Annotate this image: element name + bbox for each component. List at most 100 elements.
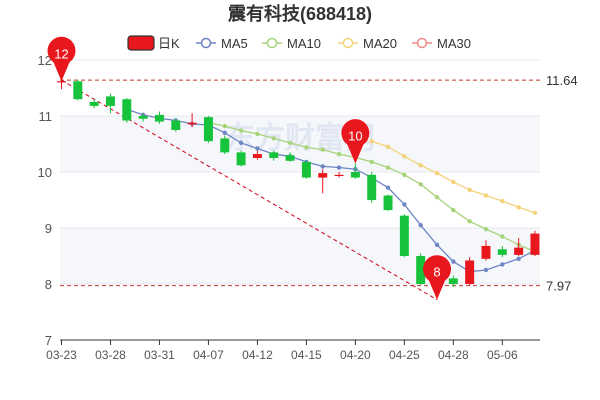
candle-body	[203, 117, 213, 142]
ma20-point	[402, 154, 407, 159]
ma20-point	[532, 210, 538, 216]
ma10-point	[402, 172, 407, 177]
x-tick-label-04-15: 04-15	[291, 348, 322, 362]
candle-body	[252, 154, 262, 158]
legend-ma30-swatch-dot	[416, 37, 428, 49]
ma10-point	[385, 165, 391, 170]
price-marker-8: 8	[423, 255, 452, 300]
ma20-point	[434, 170, 440, 176]
chart-header: 震有科技(688418)	[228, 3, 372, 24]
ma20-point	[369, 139, 374, 144]
plot-background	[60, 116, 540, 284]
candle-body	[514, 247, 524, 255]
ma5-point	[238, 140, 244, 146]
candle-body	[285, 155, 295, 161]
y-tick-label-12: 12	[38, 53, 52, 68]
ma5-point	[402, 202, 407, 207]
ma10-point	[271, 136, 276, 141]
ma5-point	[320, 164, 325, 169]
candle-body	[383, 195, 393, 211]
ma20-point	[516, 205, 521, 210]
ma20-point	[483, 193, 489, 198]
candle-body	[105, 96, 115, 106]
price-marker-10: 10	[341, 119, 370, 164]
candle-body	[399, 215, 409, 256]
x-tick-label-04-20: 04-20	[340, 348, 371, 362]
ma10-point	[418, 182, 423, 187]
legend-ma20-label: MA20	[363, 36, 397, 51]
candle-body	[187, 122, 197, 125]
ma20-point	[500, 198, 505, 204]
price-marker-pin	[341, 119, 370, 164]
axes: 7 8 9 10 11 12 03-23 03-28 03-31 04-07 04-12 04-15 0…	[38, 53, 540, 362]
legend-日k-swatch	[127, 35, 155, 51]
candles	[57, 74, 540, 300]
ma10-point	[320, 147, 325, 152]
candle-body	[448, 278, 458, 284]
ma5-point	[385, 185, 391, 190]
y-tick-label-11: 11	[39, 109, 53, 124]
price-markers: 12 10 8	[47, 36, 452, 300]
candle-body	[530, 233, 540, 255]
x-tick-label-05-06: 05-06	[487, 348, 518, 362]
chart-title-code: (688418)	[300, 4, 372, 24]
ma5-point	[451, 259, 456, 264]
ma5-point	[336, 165, 342, 170]
reference-lines: 11.64 7.97	[60, 73, 578, 294]
candle-body	[122, 99, 132, 121]
legend-ma10-swatch-dot	[266, 37, 278, 49]
reference-label-11.64: 11.64	[546, 73, 578, 88]
x-tick-label-03-28: 03-28	[95, 348, 126, 362]
price-marker-label: 12	[54, 46, 68, 61]
ma5-point	[418, 223, 423, 228]
y-tick-label-10: 10	[38, 165, 52, 180]
ma10-point	[255, 131, 260, 137]
legend-日k-label: 日K	[158, 36, 180, 51]
ma5-point	[434, 242, 440, 247]
ma10-point	[238, 128, 244, 133]
price-marker-pin	[423, 255, 452, 300]
ma10-point	[287, 140, 293, 146]
ma5-point	[222, 130, 227, 135]
y-tick-label-8: 8	[45, 277, 52, 292]
candle-body	[220, 138, 230, 153]
ma20-point	[451, 179, 456, 185]
chart-title: 震有科技(688418)	[228, 3, 372, 24]
legend-ma30-label: MA30	[437, 36, 471, 51]
ma10-point	[222, 123, 227, 129]
candle-body	[334, 174, 344, 176]
x-tick-label-03-23: 03-23	[46, 348, 77, 362]
legend-ma20-swatch-dot	[342, 37, 354, 49]
candle-body	[138, 116, 148, 119]
price-marker-12: 12	[47, 36, 76, 82]
candle-body	[269, 152, 279, 158]
ma10-point	[451, 207, 456, 213]
ma10-point	[304, 145, 309, 150]
price-marker-label: 10	[348, 129, 362, 144]
reference-label-7.97: 7.97	[546, 279, 571, 294]
ma10-point	[434, 195, 440, 200]
x-tick-label-04-12: 04-12	[242, 348, 273, 362]
ma10-point	[369, 159, 374, 165]
ma5-point	[483, 267, 489, 273]
candle-body	[73, 81, 83, 100]
grid-lines	[60, 59, 540, 341]
candle-body	[416, 256, 426, 284]
price-marker-pin	[47, 36, 76, 82]
y-tick-label-9: 9	[45, 221, 52, 236]
candle-body	[350, 172, 360, 178]
ma5-point	[500, 262, 505, 267]
x-tick-label-03-31: 03-31	[144, 348, 175, 362]
band-10	[60, 116, 540, 172]
candle-body	[465, 260, 475, 284]
candle-body	[481, 245, 491, 259]
candle-body	[301, 161, 311, 178]
chart-title-name: 震有科技	[228, 3, 301, 24]
candle-body	[154, 114, 164, 122]
ma20-point	[385, 144, 391, 149]
x-tick-label-04-07: 04-07	[193, 348, 224, 362]
ma5-point	[255, 146, 260, 151]
y-tick-label-7: 7	[45, 333, 52, 348]
ma10-point	[336, 151, 342, 157]
ma10-point	[483, 226, 489, 232]
